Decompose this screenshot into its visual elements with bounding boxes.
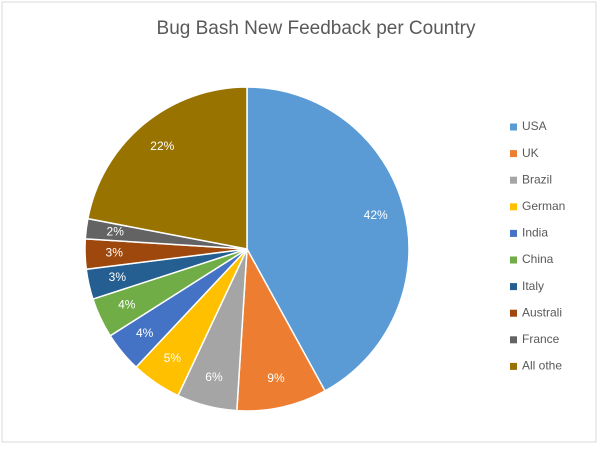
data-label: 2% — [107, 225, 125, 239]
data-label: 4% — [118, 298, 136, 312]
legend-label: France — [522, 332, 560, 346]
legend-swatch — [510, 203, 517, 211]
pie: 42% 9% 6% 5% 4%4% 3% 3% 2% 22% — [84, 86, 410, 412]
legend-swatch — [510, 309, 517, 317]
data-label: 5% — [164, 351, 182, 365]
legend-label: China — [522, 252, 554, 266]
legend-swatch — [510, 150, 517, 158]
data-label: 22% — [150, 139, 174, 153]
data-label: 9% — [267, 371, 285, 385]
data-label: 3% — [109, 270, 127, 284]
data-label: 4% — [136, 326, 154, 340]
legend-label: USA — [522, 119, 547, 133]
pie-slice — [236, 246, 327, 412]
legend-swatch — [510, 362, 517, 370]
legend-swatch — [510, 256, 517, 264]
legend-label: Australi — [522, 305, 562, 319]
legend-swatch — [510, 336, 517, 344]
data-label: 42% — [364, 208, 388, 222]
pie-slice — [86, 86, 248, 250]
chart-title: Bug Bash New Feedback per Country — [157, 18, 476, 39]
legend-swatch — [510, 123, 517, 131]
legend-label: UK — [522, 146, 539, 160]
legend-label: Italy — [522, 279, 544, 293]
legend-label: Brazil — [522, 172, 552, 186]
legend-label: All othe — [522, 359, 562, 373]
legend-label: India — [522, 226, 548, 240]
data-label: 6% — [205, 370, 223, 384]
legend-label: German — [522, 199, 565, 213]
data-label: 3% — [106, 245, 124, 259]
legend-swatch — [510, 229, 517, 237]
legend-swatch — [510, 176, 517, 184]
legend-swatch — [510, 283, 517, 291]
pie-slice — [246, 86, 410, 392]
legend: USA UK Brazil German India China Italy Australi… — [510, 119, 565, 373]
